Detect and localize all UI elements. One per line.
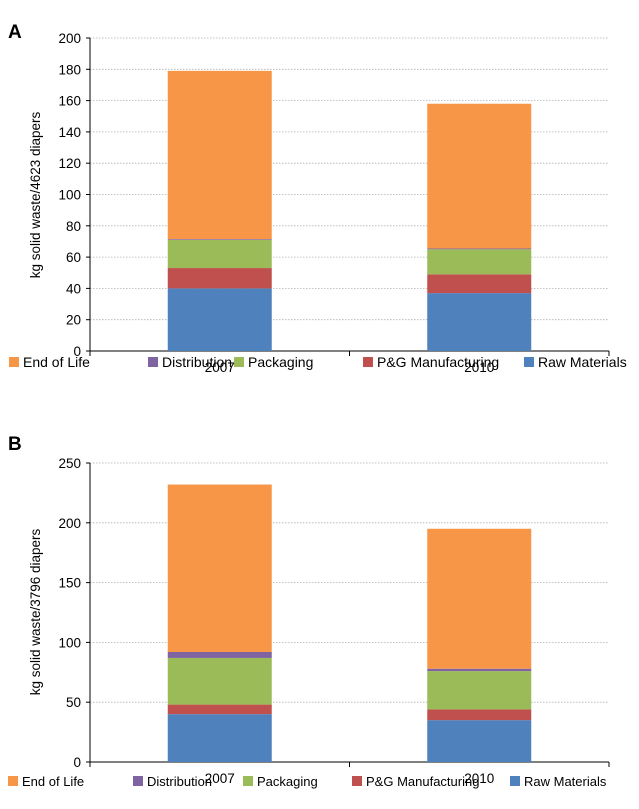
legend-label: Distribution xyxy=(162,354,232,370)
y-tick-label: 120 xyxy=(58,156,81,171)
bar-end-of-life-2010 xyxy=(427,103,532,249)
y-tick-label: 200 xyxy=(58,31,81,46)
legend-label: P&G Manufacturing xyxy=(366,774,479,789)
y-tick-label: 50 xyxy=(66,695,81,710)
legend-label: Packaging xyxy=(257,774,318,789)
y-tick-label: 40 xyxy=(66,281,81,296)
y-tick-label: 0 xyxy=(73,755,81,770)
legend-label: End of Life xyxy=(23,354,90,370)
panel-label: A xyxy=(8,22,22,43)
legend-swatch xyxy=(9,357,19,367)
chart-panel-b: B 0 50 100 150 200 250 2007 2010 kg solid waste/3… xyxy=(8,434,610,789)
legend-swatch xyxy=(510,776,520,786)
legend-swatch xyxy=(524,357,534,367)
y-tick-label: 100 xyxy=(58,188,81,203)
y-axis-label: kg solid waste/3796 diapers xyxy=(28,528,43,695)
bar-end-of-life-2007 xyxy=(167,70,272,240)
bar-p-g-manufacturing-2007 xyxy=(167,704,272,715)
legend-swatch xyxy=(234,357,244,367)
bar-end-of-life-2010 xyxy=(427,528,532,669)
legend-swatch xyxy=(8,776,18,786)
legend-swatch xyxy=(148,357,158,367)
panel-label: B xyxy=(8,434,22,455)
legend-swatch xyxy=(352,776,362,786)
bar-distribution-2010 xyxy=(427,668,532,672)
legend-swatch xyxy=(243,776,253,786)
bar-p-g-manufacturing-2010 xyxy=(427,274,532,294)
legend-label: Raw Materials xyxy=(538,354,627,370)
y-tick-label: 60 xyxy=(66,250,81,265)
y-tick-label: 250 xyxy=(58,456,81,471)
y-tick-label: 0 xyxy=(73,344,81,359)
x-tick-label: 2007 xyxy=(205,360,235,375)
bar-raw-materials-2007 xyxy=(167,288,272,351)
legend-label: P&G Manufacturing xyxy=(377,354,499,370)
bar-packaging-2010 xyxy=(427,671,532,710)
x-tick-label: 2010 xyxy=(464,771,494,786)
bar-packaging-2010 xyxy=(427,249,532,275)
legend-label: End of Life xyxy=(22,774,84,789)
y-axis-label: kg solid waste/4623 diapers xyxy=(28,111,43,278)
y-tick-label: 100 xyxy=(58,635,81,650)
bar-distribution-2007 xyxy=(167,651,272,658)
y-tick-label: 200 xyxy=(58,516,81,531)
y-tick-label: 160 xyxy=(58,94,81,109)
x-tick-label: 2010 xyxy=(464,360,494,375)
x-tick-label: 2007 xyxy=(205,771,235,786)
bar-packaging-2007 xyxy=(167,239,272,269)
y-tick-label: 20 xyxy=(66,313,81,328)
legend-swatch xyxy=(363,357,373,367)
bar-distribution-2010 xyxy=(427,248,532,250)
bar-p-g-manufacturing-2010 xyxy=(427,709,532,721)
chart-panel-a: A 0 20 40 60 80 100 120 140 160 180 200 2007 2010 kg s… xyxy=(8,22,627,375)
bar-raw-materials-2010 xyxy=(427,720,532,762)
legend-swatch xyxy=(133,776,143,786)
bar-raw-materials-2010 xyxy=(427,293,532,351)
legend-label: Packaging xyxy=(248,354,313,370)
y-tick-label: 80 xyxy=(66,219,81,234)
y-tick-label: 150 xyxy=(58,576,81,591)
bar-distribution-2007 xyxy=(167,239,272,240)
legend-label: Distribution xyxy=(147,774,212,789)
bar-p-g-manufacturing-2007 xyxy=(167,268,272,289)
y-tick-label: 180 xyxy=(58,62,81,77)
bar-raw-materials-2007 xyxy=(167,714,272,762)
bar-end-of-life-2007 xyxy=(167,484,272,652)
bar-packaging-2007 xyxy=(167,657,272,705)
y-tick-label: 140 xyxy=(58,125,81,140)
legend-label: Raw Materials xyxy=(524,774,607,789)
